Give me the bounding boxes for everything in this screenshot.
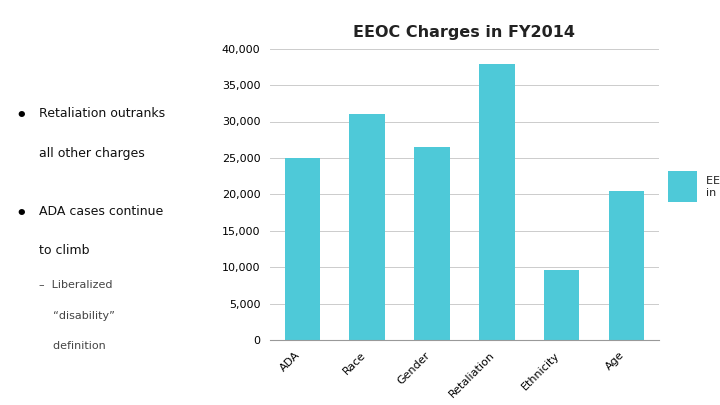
Text: WWW.WORKPLACETRAININGHUB.COM: WWW.WORKPLACETRAININGHUB.COM	[263, 385, 457, 394]
Bar	[668, 171, 697, 202]
Bar	[544, 270, 580, 340]
Text: EEOC Charges
in FY2014: EEOC Charges in FY2014	[706, 176, 720, 198]
Text: all other charges: all other charges	[40, 147, 145, 160]
Text: •: •	[16, 205, 27, 222]
Bar	[479, 64, 515, 340]
Text: ADA cases continue: ADA cases continue	[40, 205, 163, 217]
Text: •: •	[16, 107, 27, 125]
Text: “disability”: “disability”	[40, 311, 115, 321]
Bar	[349, 114, 385, 340]
Title: EEOC Charges in FY2014: EEOC Charges in FY2014	[354, 26, 575, 40]
Text: to climb: to climb	[40, 244, 90, 257]
Text: Retaliation outranks: Retaliation outranks	[40, 107, 166, 120]
Text: FY2014: FY2014	[104, 49, 159, 62]
Text: definition: definition	[40, 341, 106, 351]
Bar	[414, 147, 450, 340]
Bar	[284, 158, 320, 340]
Text: Types of EEOC Charges in: Types of EEOC Charges in	[36, 23, 227, 36]
Bar	[608, 191, 644, 340]
Text: –  Liberalized: – Liberalized	[40, 280, 113, 290]
